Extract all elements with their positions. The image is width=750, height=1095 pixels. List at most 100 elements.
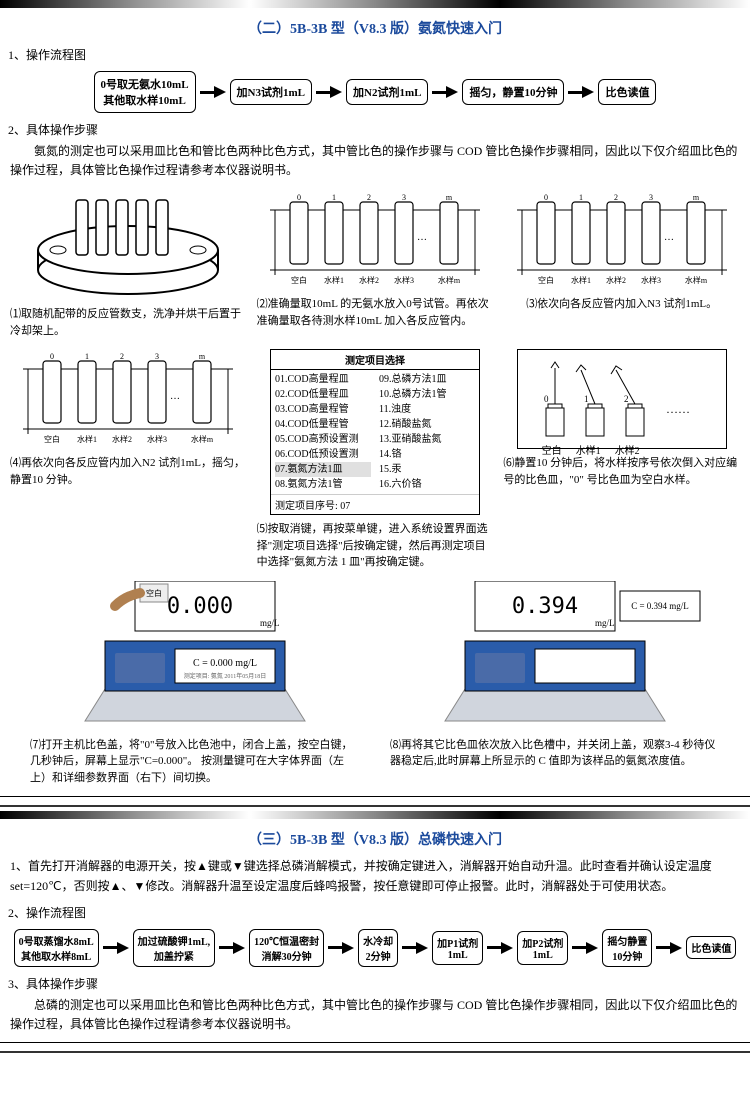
svg-text:…: …	[417, 232, 427, 243]
tube-rack-icon: 0空白1水样12水样23水样3…m水样m	[512, 190, 732, 290]
section3-title: （三）5B-3B 型（V8.3 版）总磷快速入门	[0, 829, 750, 849]
step1-text: ⑴取随机配带的反应管数支，洗净并烘干后置于冷却架上。	[10, 306, 247, 339]
section3-s2: 2、操作流程图	[8, 904, 750, 921]
menu-item: 15.汞	[379, 462, 475, 477]
section2-s1: 1、操作流程图	[8, 46, 750, 63]
flow-box-1: 0号取无氨水10mL 其他取水样10mL	[94, 71, 196, 113]
menu-item: 09.总磷方法1皿	[379, 372, 475, 387]
svg-text:水样1: 水样1	[571, 275, 591, 285]
flow-box-5: 比色读值	[598, 79, 656, 105]
flow-box: 加过硫酸钾1mL, 加盖拧紧	[133, 929, 216, 967]
arrow-icon	[402, 942, 428, 954]
flow-text: 120℃恒温密封	[254, 933, 319, 948]
flow-text: 加盖拧紧	[138, 948, 211, 963]
flow-text: 0号取无氨水10mL	[101, 76, 189, 92]
svg-text:空白: 空白	[538, 275, 554, 285]
svg-text:水样m: 水样m	[685, 275, 708, 285]
device-icon: 0.000 mg/L 空白 C = 0.000 mg/L 测定项目: 氨氮 20…	[45, 581, 345, 731]
section2-s2: 2、具体操作步骤	[8, 121, 750, 138]
arrow-icon	[103, 942, 129, 954]
cooling-rack-icon	[28, 190, 228, 300]
svg-text:…: …	[664, 232, 674, 243]
svg-text:空白: 空白	[44, 434, 60, 444]
svg-text:2: 2	[120, 352, 124, 361]
svg-text:水样2: 水样2	[359, 275, 379, 285]
flow-box-4: 摇匀，静置10分钟	[462, 79, 564, 105]
col-4: 0空白1水样12水样23水样3…m水样m ⑷再依次向各反应管内加入N2 试剂1m…	[10, 349, 247, 571]
svg-text:水样3: 水样3	[641, 275, 661, 285]
step5-text: ⑸按取消键，再按菜单键，进入系统设置界面选择"测定项目选择"后按确定键，然后再测…	[257, 521, 494, 571]
menu-title: 测定项目选择	[271, 350, 479, 370]
menu-item: 13.亚硝酸盐氮	[379, 432, 475, 447]
diagram-row-c: 0.000 mg/L 空白 C = 0.000 mg/L 测定项目: 氨氮 20…	[0, 581, 750, 787]
svg-text:水样2: 水样2	[112, 434, 132, 444]
flow-row-1: 0号取无氨水10mL 其他取水样10mL 加N3试剂1mL 加N2试剂1mL 摇…	[0, 71, 750, 113]
flow-text: 其他取水样10mL	[101, 92, 189, 108]
label: 水样1	[576, 442, 601, 457]
svg-text:1: 1	[584, 394, 589, 404]
flow-box: 120℃恒温密封 消解30分钟	[249, 929, 324, 967]
flow-box: 摇匀静置 10分钟	[602, 929, 652, 967]
step8-text: ⑻再将其它比色皿依次放入比色槽中，并关闭上盖，观察3-4 秒待仪器稳定后,此时屏…	[390, 737, 720, 770]
header-gradient	[0, 0, 750, 8]
svg-text:0: 0	[50, 352, 54, 361]
tube-rack-icon: 0空白1水样12水样23水样3…m水样m	[265, 190, 485, 290]
svg-text:水样1: 水样1	[77, 434, 97, 444]
flow-text: 1mL	[522, 950, 563, 961]
menu-footer: 测定项目序号: 07	[271, 494, 479, 514]
flow-box: 加P2试剂 1mL	[517, 931, 568, 965]
svg-text:…: …	[170, 391, 180, 402]
svg-text:0: 0	[544, 394, 549, 404]
svg-text:水样3: 水样3	[147, 434, 167, 444]
svg-text:0.394: 0.394	[512, 594, 578, 619]
col-1: ⑴取随机配带的反应管数支，洗净并烘干后置于冷却架上。	[10, 190, 247, 339]
svg-text:3: 3	[649, 193, 653, 202]
diagram-row-b: 0空白1水样12水样23水样3…m水样m ⑷再依次向各反应管内加入N2 试剂1m…	[0, 349, 750, 571]
cuvette-labels: 空白 水样1 水样2	[526, 442, 718, 457]
flow-text: 加P1试剂	[437, 935, 478, 950]
flow-box-3: 加N2试剂1mL	[346, 79, 428, 105]
svg-text:2: 2	[367, 193, 371, 202]
menu-item: 07.氨氮方法1皿	[275, 462, 371, 477]
col-7: 0.000 mg/L 空白 C = 0.000 mg/L 测定项目: 氨氮 20…	[30, 581, 360, 787]
reading: 0.000	[167, 594, 233, 619]
col-2: 0空白1水样12水样23水样3…m水样m ⑵准确量取10mL 的无氨水放入0号试…	[257, 190, 494, 339]
menu-item: 14.铬	[379, 447, 475, 462]
svg-text:0: 0	[297, 193, 301, 202]
flow-text: 2分钟	[363, 948, 393, 963]
svg-text:3: 3	[155, 352, 159, 361]
arrow-icon	[200, 86, 226, 98]
tube-rack-icon: 0空白1水样12水样23水样3…m水样m	[18, 349, 238, 449]
svg-text:3: 3	[402, 193, 406, 202]
section2-title: （二）5B-3B 型（V8.3 版）氨氮快速入门	[0, 18, 750, 38]
section3-s3: 3、具体操作步骤	[8, 975, 750, 992]
flow-text: 0号取蒸馏水8mL	[19, 933, 94, 948]
menu-left: 01.COD高量程皿02.COD低量程皿03.COD高量程管04.COD低量程管…	[271, 370, 375, 494]
svg-text:空白: 空白	[146, 588, 162, 598]
flow-box-2: 加N3试剂1mL	[230, 79, 312, 105]
flow-box: 0号取蒸馏水8mL 其他取水样8mL	[14, 929, 99, 967]
step6-text: ⑹静置10 分钟后，将水样按序号依次倒入对应编号的比色皿，"0" 号比色皿为空白…	[503, 455, 740, 488]
menu-right: 09.总磷方法1皿10.总磷方法1管11.浊度12.硝酸盐氮13.亚硝酸盐氮14…	[375, 370, 479, 494]
svg-text:C = 0.394 mg/L: C = 0.394 mg/L	[631, 601, 689, 611]
svg-text:mg/L: mg/L	[260, 618, 280, 628]
step3-text: ⑶依次向各反应管内加入N3 试剂1mL。	[526, 296, 717, 313]
arrow-icon	[572, 942, 598, 954]
flow-text: 水冷却	[363, 933, 393, 948]
arrow-icon	[432, 86, 458, 98]
cuvette-box: 012 …… 空白 水样1 水样2	[517, 349, 727, 449]
flow-text: 加P2试剂	[522, 935, 563, 950]
arrow-icon	[328, 942, 354, 954]
svg-text:水样1: 水样1	[324, 275, 344, 285]
menu-item: 08.氨氮方法1管	[275, 477, 371, 492]
menu-item: 11.浊度	[379, 402, 475, 417]
arrow-icon	[568, 86, 594, 98]
svg-text:1: 1	[332, 193, 336, 202]
svg-text:0: 0	[544, 193, 548, 202]
svg-text:测定项目: 氨氮 2011年05月18日: 测定项目: 氨氮 2011年05月18日	[184, 672, 266, 680]
arrow-icon	[316, 86, 342, 98]
col-8: 0.394 mg/L C = 0.394 mg/L ⑻再将其它比色皿依次放入比色…	[390, 581, 720, 787]
label: 水样2	[615, 442, 640, 457]
divider	[0, 796, 750, 797]
arrow-icon	[219, 942, 245, 954]
